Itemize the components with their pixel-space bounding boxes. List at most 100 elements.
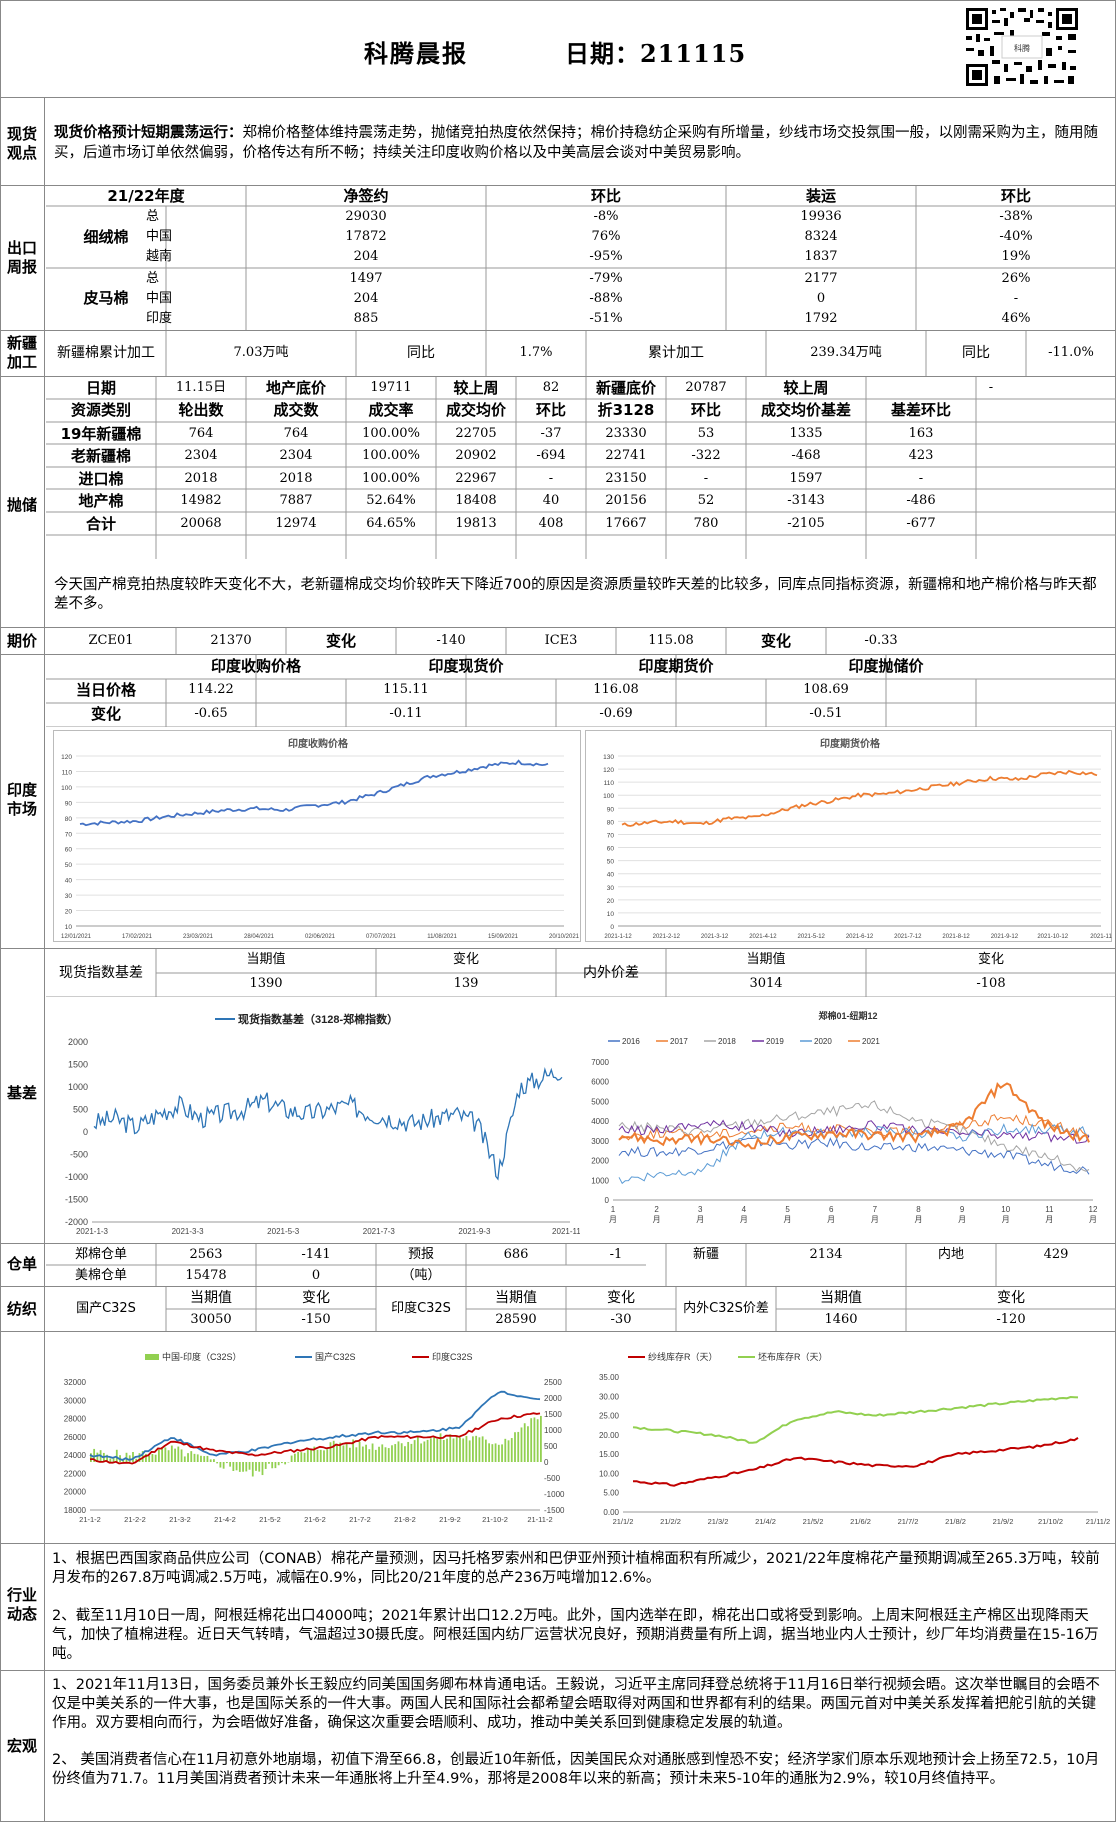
export-cell: -51% — [589, 311, 623, 326]
basis-spot-label: 现货指数基差 — [59, 965, 143, 981]
export-cell: 1497 — [349, 271, 383, 286]
bar — [391, 1445, 393, 1462]
reserve-cell: 23330 — [605, 426, 647, 441]
futures-grid — [175, 628, 827, 654]
x-tick-label: 10 — [1001, 1205, 1010, 1214]
x-tick-label: 2021-3-12 — [701, 934, 729, 940]
legend-label: 国产C32S — [315, 1351, 356, 1362]
bar — [523, 1423, 526, 1462]
bar — [504, 1438, 507, 1462]
india-header: 印度现货价 — [428, 657, 504, 675]
svg-text:科腾: 科腾 — [1014, 43, 1030, 53]
x-tick-label: 28/04/2021 — [244, 934, 275, 940]
bar — [475, 1435, 478, 1462]
reserve-cell: 64.65% — [366, 516, 416, 531]
x-tick-label: 2021-5-3 — [267, 1227, 300, 1236]
legend-label: 纱线库存R（天） — [648, 1351, 718, 1362]
xinjiang-grid — [165, 331, 1027, 376]
xinjiang-cell-yoy2-label: 同比 — [962, 345, 990, 361]
y-tick-label: 30 — [607, 885, 615, 892]
bar — [281, 1462, 283, 1464]
macro-news-1: 1、2021年11月13日，国务委员兼外长王毅应约同美国国务卿布林肯通电话。王毅… — [52, 1677, 1100, 1731]
c32s-chart: 中国-印度（C32S） 国产C32S 印度C32S 32000 30000 28000 26… — [50, 1340, 580, 1540]
reserve-cell: 780 — [693, 516, 719, 531]
x-tick-label: 月 — [1089, 1215, 1097, 1224]
export-header-chg1: 环比 — [590, 187, 621, 205]
series-line — [618, 1100, 1090, 1173]
x-tick-label: 21-4-2 — [214, 1515, 236, 1524]
x-tick-label: 2021-6-12 — [846, 934, 874, 940]
x-tick-label: 21-9-2 — [439, 1515, 461, 1524]
y-tick-label: -500 — [70, 1150, 88, 1160]
x-tick-label: 21-5-2 — [259, 1515, 281, 1524]
x-tick-label: 2021-1-12 — [604, 934, 632, 940]
bar — [167, 1450, 170, 1462]
warehouse-cell: -1 — [609, 1247, 623, 1262]
textile-value: 30050 — [190, 1312, 232, 1327]
x-tick-label: 21-8-2 — [394, 1515, 416, 1524]
bar — [323, 1450, 325, 1462]
reserve-cell: 52.64% — [366, 493, 416, 508]
x-tick-label: 月 — [609, 1215, 617, 1224]
export-cell: - — [1013, 291, 1019, 306]
bar — [258, 1462, 261, 1472]
textile-header: 当期值 — [190, 1290, 232, 1306]
reserve-cell: 20156 — [605, 493, 647, 508]
y-tick-label: 30.00 — [599, 1392, 620, 1401]
reserve-cell: 53 — [697, 426, 715, 441]
bar — [455, 1435, 458, 1462]
y-tick-label: 70 — [65, 831, 73, 838]
bar — [271, 1462, 274, 1469]
bar — [365, 1444, 367, 1462]
y-tick-label: -2000 — [65, 1217, 88, 1227]
reserve-cell: 52 — [697, 493, 715, 508]
export-cell: -8% — [593, 209, 619, 224]
x-tick-label: 21/4/2 — [755, 1517, 776, 1526]
reserve-header: 成交均价基差 — [760, 401, 851, 419]
futures-cell: ICE3 — [544, 633, 578, 648]
y-tick-label: 80 — [65, 816, 73, 823]
bar — [468, 1440, 471, 1462]
x-tick-label: 21-2-2 — [124, 1515, 146, 1524]
y-tick-label: 24000 — [64, 1451, 87, 1460]
reserve-date-cell: 较上周 — [783, 379, 829, 397]
bar — [410, 1443, 413, 1462]
reserve-row-label: 老新疆棉 — [70, 447, 131, 465]
y-tick-label: 22000 — [64, 1469, 87, 1478]
bar — [355, 1447, 358, 1462]
bar — [374, 1449, 377, 1462]
chart-title: 印度期货价格 — [820, 737, 881, 750]
x-tick-label: 21/5/2 — [803, 1517, 824, 1526]
reserve-date-cell: 19711 — [370, 380, 412, 395]
y-tick-label: 90 — [65, 800, 73, 807]
reserve-date-cell: 20787 — [685, 380, 727, 395]
reserve-cell: -2105 — [787, 516, 825, 531]
x-tick-label: 23/03/2021 — [183, 934, 214, 940]
basis-index-chart: 现货指数基差（3128-郑棉指数） 2000 1500 1000 500 0 -500 -10… — [50, 1000, 589, 1240]
legend-label: 2017 — [670, 1037, 688, 1046]
bar — [339, 1442, 342, 1462]
bar — [219, 1462, 222, 1468]
india-price: 114.22 — [188, 682, 234, 697]
reserve-cell: 1597 — [789, 471, 823, 486]
y-tick-label: 30000 — [64, 1396, 87, 1405]
basis-value: -108 — [976, 976, 1006, 991]
x-tick-label: 4 — [742, 1205, 747, 1214]
reserve-header: 环比 — [535, 401, 566, 419]
y-tick-label: 40 — [607, 872, 615, 879]
series-line — [618, 1119, 1090, 1144]
divider — [0, 627, 1116, 628]
section-label-industry: 行业动态 — [6, 1586, 37, 1623]
warehouse-cell: 新疆 — [692, 1247, 719, 1262]
y-tick-label: 80 — [607, 819, 615, 826]
reserve-date-cell: 新疆底价 — [595, 379, 656, 397]
x-tick-label: 11/08/2021 — [427, 934, 457, 940]
bar — [371, 1443, 374, 1462]
export-cell: 17872 — [345, 229, 387, 244]
bar — [462, 1438, 465, 1462]
export-cell: 26% — [1001, 271, 1031, 286]
basis-header: 当期值 — [246, 952, 286, 967]
reserve-cell: 40 — [542, 493, 560, 508]
x-tick-label: 21-10-2 — [482, 1515, 508, 1524]
bar — [242, 1462, 244, 1472]
